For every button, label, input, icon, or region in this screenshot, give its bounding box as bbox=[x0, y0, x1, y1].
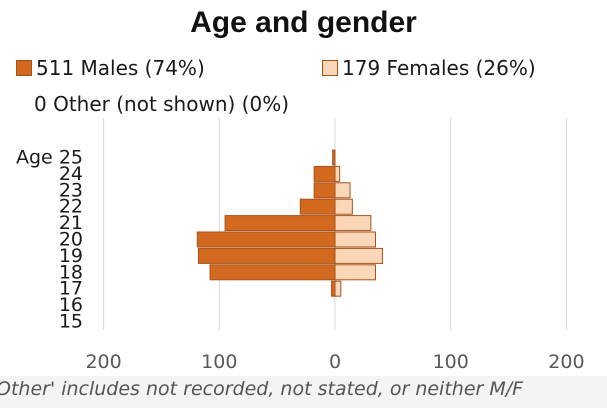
bar-males bbox=[331, 280, 336, 297]
age-tick-label: 19 bbox=[59, 245, 83, 267]
y-axis-label: Age bbox=[16, 147, 53, 169]
age-tick-label: 21 bbox=[59, 212, 83, 234]
bar-females bbox=[334, 215, 372, 232]
bar-males bbox=[196, 231, 336, 248]
legend-swatch-females bbox=[322, 60, 338, 76]
age-tick-label: 22 bbox=[59, 196, 83, 218]
bar-females bbox=[334, 247, 383, 264]
bar-males bbox=[197, 247, 336, 264]
age-tick-label: 16 bbox=[59, 294, 83, 316]
chart-title: Age and gender bbox=[190, 6, 417, 39]
bar-females bbox=[334, 182, 351, 199]
bar-males bbox=[313, 182, 336, 199]
x-tick-label: 100 bbox=[433, 351, 469, 373]
legend-males: 511 Males (74%) bbox=[16, 56, 205, 80]
bar-females bbox=[334, 231, 376, 248]
bar-females bbox=[334, 264, 376, 281]
age-tick-label: 25 bbox=[59, 147, 83, 169]
bar-females bbox=[334, 198, 353, 215]
x-tick-label: 100 bbox=[201, 351, 237, 373]
age-tick-label: 17 bbox=[59, 278, 83, 300]
age-tick-label: 15 bbox=[59, 311, 83, 333]
bar-females bbox=[334, 165, 341, 182]
legend-females: 179 Females (26%) bbox=[322, 56, 536, 80]
age-tick-label: 20 bbox=[59, 229, 83, 251]
x-tick-label: 200 bbox=[85, 351, 121, 373]
age-tick-label: 18 bbox=[59, 261, 83, 283]
footnote-text: Other' includes not recorded, not stated… bbox=[0, 378, 524, 400]
age-tick-label: 23 bbox=[59, 179, 83, 201]
legend-swatch-males bbox=[16, 60, 32, 76]
legend-other: 0 Other (not shown) (0%) bbox=[34, 92, 289, 116]
legend-label-males: 511 Males (74%) bbox=[36, 56, 205, 80]
age-tick-label: 24 bbox=[59, 163, 83, 185]
legend-label-females: 179 Females (26%) bbox=[342, 56, 536, 80]
bar-males bbox=[224, 215, 336, 232]
x-tick-label: 200 bbox=[548, 351, 584, 373]
bar-males bbox=[313, 165, 336, 182]
bar-males bbox=[209, 264, 336, 281]
x-tick-label: 0 bbox=[329, 351, 341, 373]
bar-males bbox=[332, 149, 336, 166]
footnote-bar: Other' includes not recorded, not stated… bbox=[0, 376, 607, 408]
bar-males bbox=[299, 198, 336, 215]
bar-females bbox=[334, 280, 342, 297]
